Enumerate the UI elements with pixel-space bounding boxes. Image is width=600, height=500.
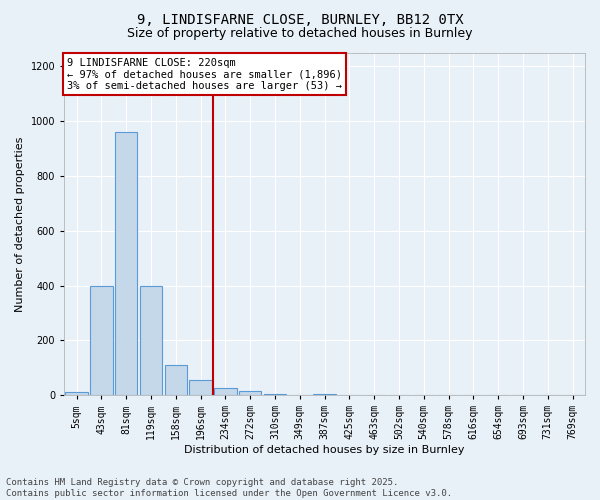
X-axis label: Distribution of detached houses by size in Burnley: Distribution of detached houses by size … [184,445,465,455]
Bar [164,365,187,395]
Bar [115,132,137,395]
Y-axis label: Number of detached properties: Number of detached properties [15,136,25,312]
Bar [90,286,113,395]
Bar [313,394,336,395]
Bar [140,286,162,395]
Text: 9 LINDISFARNE CLOSE: 220sqm
← 97% of detached houses are smaller (1,896)
3% of s: 9 LINDISFARNE CLOSE: 220sqm ← 97% of det… [67,58,342,91]
Text: Contains HM Land Registry data © Crown copyright and database right 2025.
Contai: Contains HM Land Registry data © Crown c… [6,478,452,498]
Text: Size of property relative to detached houses in Burnley: Size of property relative to detached ho… [127,28,473,40]
Bar [190,380,212,395]
Bar [264,394,286,395]
Bar [214,388,236,395]
Bar [65,392,88,395]
Text: 9, LINDISFARNE CLOSE, BURNLEY, BB12 0TX: 9, LINDISFARNE CLOSE, BURNLEY, BB12 0TX [137,12,463,26]
Bar [239,391,262,395]
